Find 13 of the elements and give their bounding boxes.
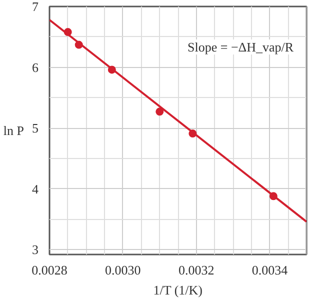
y-tick-label: 5: [32, 120, 38, 136]
y-tick-label: 6: [32, 60, 39, 75]
x-tick-label: 0.0034: [252, 262, 288, 278]
x-tick-label: 0.0032: [178, 262, 214, 278]
x-tick-label: 0.0030: [105, 262, 141, 278]
annotation: Slope = −ΔH_vap/R: [188, 40, 294, 54]
x-axis-title: 1/T (1/K): [153, 282, 203, 298]
point: [156, 108, 164, 116]
y-tick-label: 4: [32, 181, 39, 196]
y-tick-label: 3: [32, 242, 38, 258]
y-tick-label: 7: [32, 0, 39, 14]
y-axis-title: ln P: [3, 123, 24, 138]
x-tick-label: 0.0028: [32, 262, 68, 278]
